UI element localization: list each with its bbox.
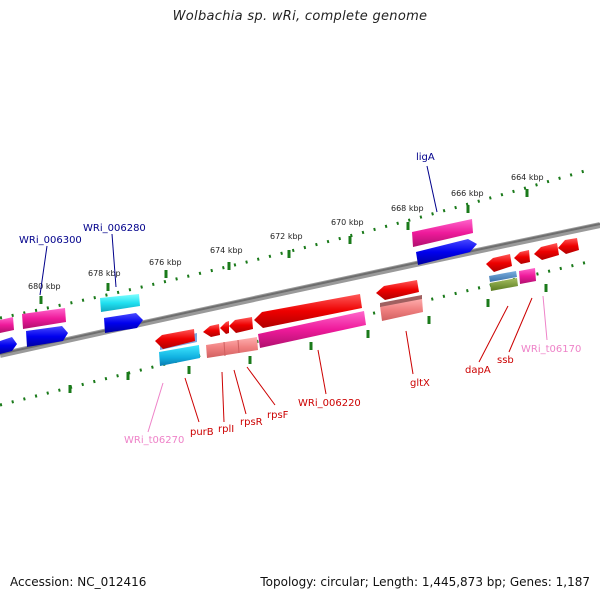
gene-feature[interactable] [412, 219, 473, 247]
gene-feature[interactable] [558, 238, 579, 254]
gene-feature[interactable] [100, 294, 140, 312]
upper-tick-track [0, 168, 589, 320]
genome-backbone [0, 222, 600, 358]
lower-strand-features [155, 238, 579, 366]
gene-feature[interactable] [26, 326, 68, 347]
gene-label-ligA[interactable]: ligA [416, 152, 435, 163]
gene-feature[interactable] [490, 278, 518, 291]
gene-label-gltx[interactable]: gltX [410, 378, 430, 389]
gene-label-rpsr[interactable]: rpsR [240, 417, 263, 428]
gene-label-ssb[interactable]: ssb [497, 355, 514, 366]
gene-feature[interactable] [104, 313, 143, 333]
label-callouts [39, 165, 548, 433]
kbp-label: 674 kbp [210, 246, 243, 255]
gene-feature[interactable] [203, 324, 220, 337]
kbp-label: 664 kbp [511, 173, 544, 182]
lower-tick-track [0, 260, 589, 407]
kbp-label: 672 kbp [270, 232, 303, 241]
gene-feature[interactable] [380, 298, 423, 321]
kbp-scale-labels: 664 kbp 666 kbp 668 kbp 670 kbp 672 kbp … [28, 173, 544, 291]
upper-strand-features [0, 219, 477, 354]
gene-feature[interactable] [254, 294, 362, 328]
kbp-label: 670 kbp [331, 218, 364, 227]
gene-feature[interactable] [0, 317, 14, 333]
gene-feature[interactable] [489, 271, 517, 282]
gene-feature[interactable] [514, 250, 530, 264]
gene-feature[interactable] [416, 239, 477, 265]
accession-text: Accession: NC_012416 [10, 575, 147, 589]
gene-feature[interactable] [258, 311, 366, 348]
map-title: Wolbachia sp. wRi, complete genome [172, 9, 428, 24]
gene-feature[interactable] [155, 329, 195, 349]
gene-label-wri-006280[interactable]: WRi_006280 [83, 223, 146, 234]
gene-label-purb[interactable]: purB [190, 427, 214, 438]
gene-feature[interactable] [519, 268, 536, 284]
kbp-label: 678 kbp [88, 269, 121, 278]
gene-label-wri-006220[interactable]: WRi_006220 [298, 398, 361, 409]
gene-label-wri-006300[interactable]: WRi_006300 [19, 235, 82, 246]
gene-label-rpli[interactable]: rplI [218, 424, 234, 435]
gene-feature[interactable] [486, 254, 512, 272]
gene-feature[interactable] [206, 337, 258, 358]
gene-feature[interactable] [0, 337, 17, 354]
gene-feature[interactable] [159, 345, 200, 366]
gene-labels: ligA WRi_006280 WRi_006300 purB rplI rps… [19, 152, 581, 446]
kbp-label: 666 kbp [451, 189, 484, 198]
kbp-label: 680 kbp [28, 282, 61, 291]
kbp-label: 676 kbp [149, 258, 182, 267]
gene-feature[interactable] [376, 280, 419, 300]
gene-feature[interactable] [229, 317, 253, 333]
gene-feature[interactable] [22, 308, 66, 329]
genome-info-text: Topology: circular; Length: 1,445,873 bp… [260, 575, 590, 589]
gene-feature[interactable] [534, 243, 559, 260]
kbp-label: 668 kbp [391, 204, 424, 213]
gene-label-dapa[interactable]: dapA [465, 365, 491, 376]
gene-label-rpsf[interactable]: rpsF [267, 410, 289, 421]
gene-feature[interactable] [220, 321, 229, 334]
gene-label-wri-t06170[interactable]: WRi_t06170 [521, 344, 581, 355]
gene-feature[interactable] [380, 295, 422, 307]
gene-label-wri-t06270[interactable]: WRi_t06270 [124, 435, 184, 446]
